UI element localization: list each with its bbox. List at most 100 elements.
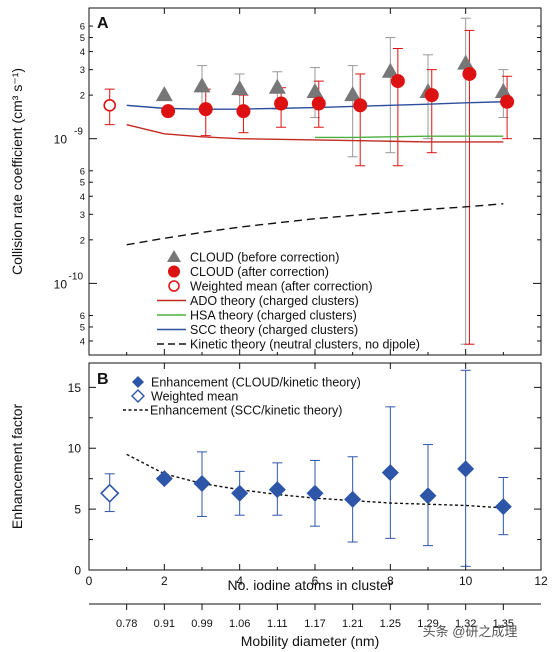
cloud-before-correction-point	[231, 80, 249, 96]
y-tick-label-exponent: -9	[74, 127, 83, 138]
y-axis-label: Collision rate coefficient (cm³ s⁻¹)	[9, 68, 25, 275]
y-tick-label-minor: 4	[80, 192, 85, 203]
cloud-after-correction-point	[274, 96, 289, 111]
x-tick-label: 0	[86, 574, 93, 588]
cloud-before-correction-legend-label: CLOUD (before correction)	[190, 251, 339, 265]
y-tick-label: 0	[74, 564, 81, 578]
secondary-tick-label: 1.06	[229, 618, 250, 630]
y-tick-label-major: 10	[54, 277, 68, 291]
cloud-after-correction-point	[462, 66, 477, 81]
secondary-tick-label: 1.25	[380, 618, 401, 630]
x-tick-label: 6	[312, 574, 319, 588]
x-tick-label: 12	[534, 574, 548, 588]
secondary-tick-label: 1.32	[455, 618, 476, 630]
enhancement-cloud-kinetic-theory-point	[381, 464, 399, 482]
cloud-after-correction-point	[390, 74, 405, 89]
enhancement-cloud-kinetic-theory-point	[344, 490, 362, 508]
cloud-before-correction-point	[193, 77, 211, 93]
secondary-tick-label: 1.11	[267, 618, 288, 630]
cloud-before-correction-point	[306, 83, 324, 99]
secondary-tick-label: 0.91	[154, 618, 175, 630]
weighted-mean-after-correction-legend-symbol	[168, 280, 180, 292]
y-tick-label-minor: 6	[80, 311, 85, 322]
y-tick-label-minor: 4	[80, 47, 85, 58]
enhancement-cloud-kinetic-theory-point	[268, 481, 286, 499]
cloud-before-correction-legend-symbol	[167, 250, 181, 262]
y-tick-label-major: 10	[54, 133, 68, 147]
enhancement-cloud-kinetic-theory-legend-symbol	[132, 376, 144, 388]
secondary-tick-label: 0.99	[191, 618, 212, 630]
panel-a-legend: CLOUD (before correction)CLOUD (after co…	[157, 250, 420, 352]
enhancement-cloud-kinetic-theory-point	[494, 498, 512, 516]
weighted-mean-legend-label: Weighted mean	[151, 390, 238, 404]
cloud-after-correction-point	[311, 96, 326, 111]
weighted-mean-legend-symbol	[131, 389, 145, 403]
y-tick-label-minor: 5	[80, 33, 85, 44]
enhancement-scc-kinetic-theory-legend-label: Enhancement (SCC/kinetic theory)	[150, 404, 342, 418]
secondary-axis-label: Mobility diameter (nm)	[241, 633, 379, 649]
cloud-after-correction-point	[198, 102, 213, 117]
y-tick-label-minor: 5	[80, 322, 85, 333]
cloud-before-correction-point	[344, 86, 362, 102]
x-axis-label: No. iodine atoms in cluster	[228, 577, 393, 593]
cloud-before-correction-point	[381, 62, 399, 78]
secondary-tick-label: 1.17	[304, 618, 325, 630]
weighted-mean-after-correction-point	[103, 99, 117, 112]
hsa-theory-charged-clusters-line	[315, 135, 504, 139]
cloud-after-correction-point	[424, 88, 439, 103]
secondary-tick-label: 1.35	[493, 618, 514, 630]
y-tick-label: 15	[68, 381, 82, 395]
cloud-before-correction-point	[268, 78, 286, 94]
y-tick-label-minor: 2	[80, 91, 85, 102]
cloud-after-correction-point	[353, 98, 368, 113]
y-tick-label-minor: 6	[80, 22, 85, 33]
x-tick-label: 8	[387, 574, 394, 588]
enhancement-cloud-kinetic-theory-point	[306, 484, 324, 502]
secondary-tick-label: 1.21	[342, 618, 363, 630]
panel-b-letter: B	[97, 371, 109, 388]
enhancement-cloud-kinetic-theory-point	[193, 475, 211, 493]
x-tick-label: 2	[161, 574, 168, 588]
enhancement-cloud-kinetic-theory-point	[231, 484, 249, 502]
cloud-before-correction-point	[457, 54, 475, 70]
kinetic-theory-neutral-clusters-no-dipole-line	[126, 203, 504, 246]
x-tick-label: 4	[236, 574, 243, 588]
cloud-after-correction-legend-symbol	[168, 265, 180, 278]
scc-theory-charged-clusters-legend-label: SCC theory (charged clusters)	[190, 323, 358, 337]
y-tick-label-minor: 3	[80, 210, 85, 221]
ado-theory-charged-clusters-legend-label: ADO theory (charged clusters)	[190, 294, 359, 308]
mobility-diameter-axis: 0.78 0.91 0.99 1.06 1.11 1.17 1.21 1.25 1.29 1.32…	[89, 603, 541, 649]
cloud-after-correction-legend-label: CLOUD (after correction)	[190, 265, 329, 279]
panel-a-letter: A	[97, 15, 109, 32]
y-tick-label: 5	[74, 503, 81, 517]
y-tick-label-minor: 4	[80, 336, 85, 347]
cloud-after-correction-point	[500, 94, 515, 109]
weighted-mean-after-correction-legend-label: Weighted mean (after correction)	[190, 280, 373, 294]
enhancement-cloud-kinetic-theory-point	[155, 470, 173, 488]
y-tick-label-minor: 5	[80, 178, 85, 189]
y-tick-label-minor: 2	[80, 235, 85, 246]
y-axis-label: Enhancement factor	[9, 404, 25, 530]
secondary-tick-label: 1.29	[417, 618, 438, 630]
cloud-after-correction-point	[236, 104, 251, 119]
cloud-after-correction-point	[161, 104, 176, 119]
enhancement-cloud-kinetic-theory-point	[457, 460, 475, 478]
y-tick-label-minor: 6	[80, 166, 85, 177]
panel-b: B 0 5 10 15 0 2 4 6 8 10 12 Enhancement factor No. io…	[9, 362, 548, 593]
kinetic-theory-neutral-clusters-no-dipole-legend-label: Kinetic theory (neutral clusters, no dip…	[190, 338, 420, 352]
x-tick-label: 10	[459, 574, 473, 588]
cloud-before-correction-point	[494, 83, 512, 99]
ado-theory-charged-clusters-line	[126, 123, 504, 143]
enhancement-cloud-kinetic-theory-point	[419, 487, 437, 505]
panel-b-legend: Enhancement (CLOUD/kinetic theory)Weight…	[123, 376, 361, 418]
secondary-tick-label: 0.78	[116, 618, 137, 630]
y-tick-label-exponent: -10	[69, 271, 84, 282]
hsa-theory-charged-clusters-legend-label: HSA theory (charged clusters)	[190, 309, 357, 323]
y-tick-label: 10	[68, 442, 82, 456]
watermark: 头条 @研之成理	[423, 624, 518, 639]
enhancement-cloud-kinetic-theory-legend-label: Enhancement (CLOUD/kinetic theory)	[151, 376, 361, 390]
weighted-mean-point	[100, 483, 120, 503]
cloud-before-correction-point	[155, 86, 173, 102]
